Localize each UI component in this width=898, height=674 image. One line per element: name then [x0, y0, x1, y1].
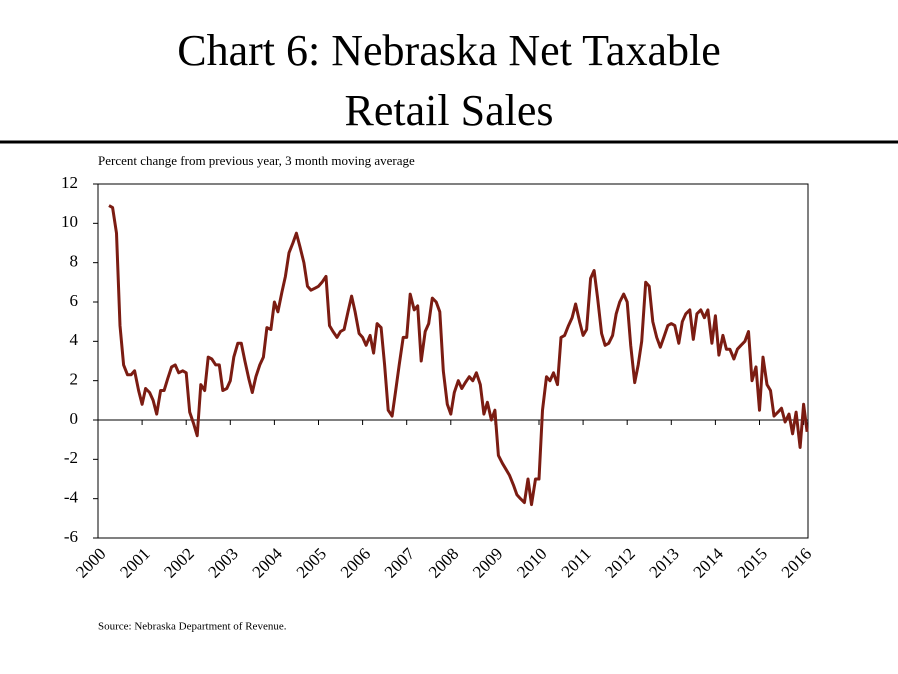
y-tick-label: 0	[70, 409, 79, 428]
x-tick-label: 2015	[734, 544, 771, 581]
x-tick-label: 2006	[337, 544, 374, 581]
x-tick-label: 2010	[513, 544, 550, 581]
x-tick-label: 2013	[645, 544, 682, 581]
x-tick-label: 2008	[425, 544, 462, 581]
x-tick-label: 2005	[293, 544, 330, 581]
y-tick-label: -2	[64, 448, 78, 467]
x-tick-label: 2000	[72, 544, 109, 581]
chart-title: Retail Sales	[345, 86, 554, 135]
y-tick-label: 2	[70, 370, 79, 389]
x-tick-label: 2003	[204, 544, 241, 581]
x-tick-label: 2007	[381, 544, 419, 582]
plot-frame	[97, 183, 809, 539]
x-tick-label: 2001	[116, 544, 153, 581]
y-tick-label: 8	[70, 252, 79, 271]
x-tick-label: 2016	[778, 544, 815, 581]
y-tick-label: -4	[64, 488, 79, 507]
y-tick-label: 4	[70, 330, 79, 349]
x-tick-label: 2004	[249, 544, 287, 582]
data-line	[108, 204, 809, 507]
y-tick-label: 6	[70, 291, 79, 310]
x-tick-label: 2009	[469, 544, 506, 581]
y-tick-label: 12	[61, 173, 78, 192]
subtitle: Percent change from previous year, 3 mon…	[98, 153, 415, 168]
x-tick-label: 2002	[160, 544, 197, 581]
x-tick-label: 2012	[601, 544, 638, 581]
chart-title: Chart 6: Nebraska Net Taxable	[177, 26, 720, 75]
x-tick-label: 2014	[690, 544, 728, 582]
source: Source: Nebraska Department of Revenue.	[98, 621, 287, 633]
y-tick-label: 10	[61, 212, 78, 231]
x-tick-label: 2011	[558, 544, 595, 581]
y-tick-label: -6	[64, 527, 78, 546]
